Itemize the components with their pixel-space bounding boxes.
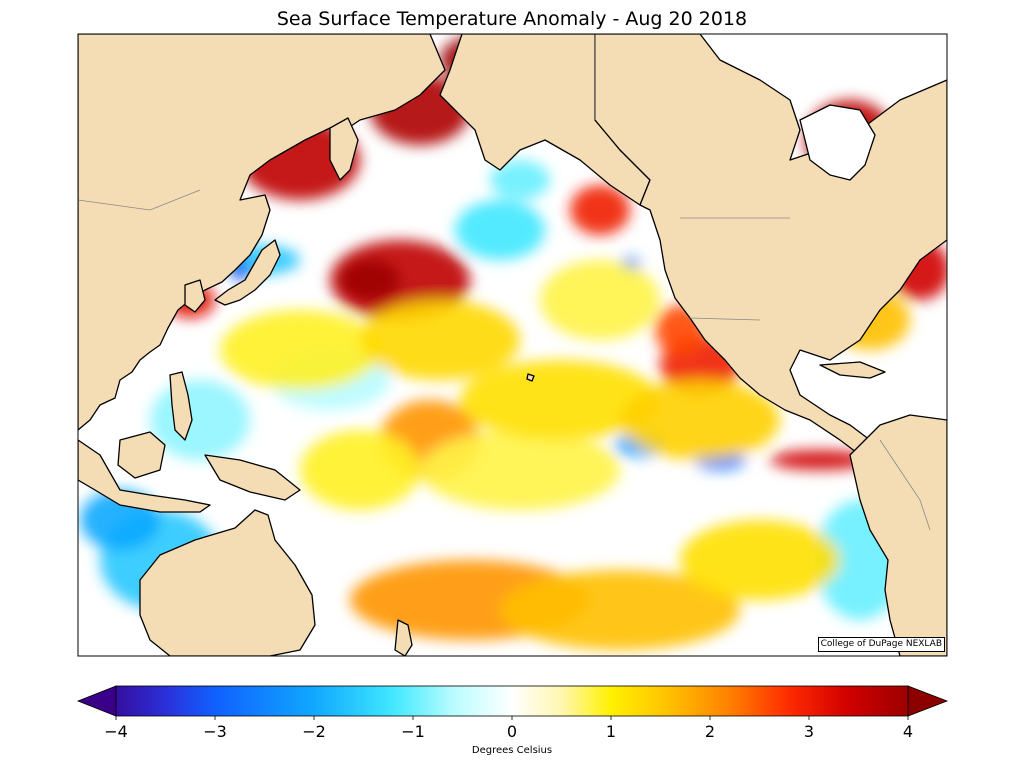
country-borders xyxy=(78,34,931,531)
new-zealand xyxy=(394,619,413,656)
philippines xyxy=(169,371,193,441)
hawaii xyxy=(526,373,535,382)
colorbar-extend-high xyxy=(907,685,949,717)
land-masses xyxy=(78,34,947,656)
hudson-bay xyxy=(799,104,876,181)
new-guinea xyxy=(204,454,301,501)
anomaly-region xyxy=(620,380,780,460)
colorbar-tick-label: −4 xyxy=(104,722,128,741)
colorbar-gradient xyxy=(115,685,909,717)
credit-label: College of DuPage NEXLAB xyxy=(817,637,945,652)
colorbar-label: Degrees Celsius xyxy=(471,745,553,756)
anomaly-region xyxy=(540,260,660,340)
anomaly-region xyxy=(460,360,660,440)
colorbar-extend-low xyxy=(76,685,117,717)
map-title: Sea Surface Temperature Anomaly - Aug 20… xyxy=(276,8,748,30)
anomaly-region xyxy=(490,160,550,200)
anomaly-region xyxy=(500,570,740,650)
anomaly-region xyxy=(770,450,870,470)
colorbar-tick-label: −2 xyxy=(302,722,326,741)
anomaly-region xyxy=(570,185,630,235)
colorbar-tick-label: 0 xyxy=(506,722,518,741)
kamchatka-peninsula xyxy=(329,117,359,181)
colorbar-tick-label: 3 xyxy=(803,722,815,741)
australia xyxy=(139,509,316,656)
map-frame xyxy=(77,33,948,657)
asia-landmass xyxy=(78,34,446,431)
korea xyxy=(184,279,206,313)
anomaly-region xyxy=(340,260,400,300)
anomaly-region xyxy=(220,310,380,390)
anomaly-region xyxy=(360,300,520,380)
borneo xyxy=(117,431,166,479)
japan xyxy=(214,239,281,306)
colorbar xyxy=(76,685,949,720)
colorbar-tick-label: 4 xyxy=(902,722,914,741)
anomaly-region xyxy=(420,430,620,510)
colorbar-tick-label: 2 xyxy=(704,722,716,741)
anomaly-region xyxy=(300,430,420,510)
anomaly-region xyxy=(680,520,840,600)
colorbar-tick-label: −1 xyxy=(401,722,425,741)
cuba xyxy=(819,361,886,379)
indonesia-islands xyxy=(78,439,211,513)
colorbar-tick-label: 1 xyxy=(605,722,617,741)
anomaly-region xyxy=(455,200,545,260)
colorbar-tick-label: −3 xyxy=(203,722,227,741)
